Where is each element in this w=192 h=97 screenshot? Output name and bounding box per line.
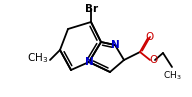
Text: CH$_3$: CH$_3$ [163,69,181,81]
Text: N: N [85,57,93,67]
Text: Br: Br [85,4,98,14]
Text: CH$_3$: CH$_3$ [27,51,49,65]
Text: O: O [150,55,158,65]
Text: O: O [146,32,154,42]
Text: N: N [111,40,119,50]
